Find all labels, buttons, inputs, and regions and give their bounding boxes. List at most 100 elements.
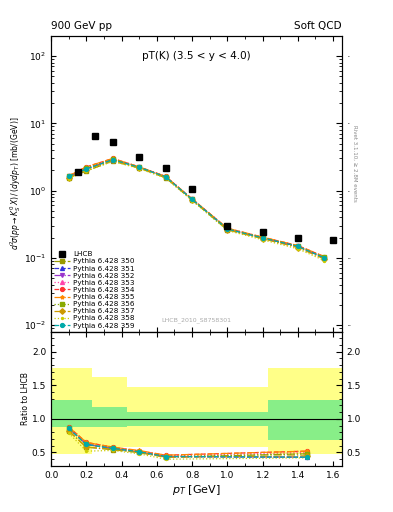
Pythia 6.428 355	[190, 196, 195, 202]
Pythia 6.428 358	[84, 168, 89, 174]
Pythia 6.428 355	[66, 173, 71, 179]
Pythia 6.428 356	[84, 165, 89, 171]
Pythia 6.428 357	[84, 166, 89, 173]
Pythia 6.428 354	[137, 164, 141, 170]
Line: Pythia 6.428 351: Pythia 6.428 351	[67, 158, 326, 260]
Pythia 6.428 355	[163, 174, 168, 180]
Pythia 6.428 353	[163, 174, 168, 180]
Pythia 6.428 355	[225, 225, 230, 231]
Pythia 6.428 357	[66, 175, 71, 181]
Pythia 6.428 355	[296, 243, 300, 249]
Pythia 6.428 359	[296, 243, 300, 249]
Pythia 6.428 358	[110, 158, 115, 164]
Pythia 6.428 352	[296, 243, 300, 249]
Pythia 6.428 356	[322, 254, 327, 261]
Pythia 6.428 359	[163, 174, 168, 180]
Pythia 6.428 353	[322, 254, 327, 260]
Text: 900 GeV pp: 900 GeV pp	[51, 22, 112, 31]
Pythia 6.428 359	[322, 254, 327, 261]
Pythia 6.428 352	[137, 164, 141, 170]
Pythia 6.428 356	[260, 234, 265, 241]
Pythia 6.428 358	[260, 237, 265, 243]
Pythia 6.428 358	[163, 175, 168, 181]
Pythia 6.428 350	[110, 158, 115, 164]
Pythia 6.428 355	[322, 253, 327, 260]
Pythia 6.428 352	[66, 174, 71, 180]
Pythia 6.428 354	[66, 173, 71, 179]
Pythia 6.428 359	[190, 196, 195, 202]
Pythia 6.428 353	[190, 196, 195, 202]
Pythia 6.428 357	[137, 165, 141, 171]
Pythia 6.428 356	[110, 156, 115, 162]
Pythia 6.428 352	[322, 254, 327, 261]
Pythia 6.428 359	[137, 164, 141, 170]
Pythia 6.428 353	[137, 164, 141, 170]
Text: pT(K) (3.5 < y < 4.0): pT(K) (3.5 < y < 4.0)	[142, 51, 251, 60]
Pythia 6.428 357	[163, 174, 168, 180]
Pythia 6.428 351	[296, 243, 300, 249]
Pythia 6.428 352	[110, 157, 115, 163]
Pythia 6.428 354	[322, 253, 327, 260]
Text: Rivet 3.1.10, ≥ 2.8M events: Rivet 3.1.10, ≥ 2.8M events	[352, 125, 357, 202]
Pythia 6.428 356	[225, 226, 230, 232]
Pythia 6.428 350	[137, 165, 141, 171]
Pythia 6.428 351	[225, 226, 230, 232]
Y-axis label: $d^2\!\sigma(pp{\rightarrow}K^0_S\,X)\,/\,(dydp_T)$ [mb/(GeV)]: $d^2\!\sigma(pp{\rightarrow}K^0_S\,X)\,/…	[7, 117, 22, 250]
Pythia 6.428 352	[163, 174, 168, 180]
Pythia 6.428 351	[137, 164, 141, 170]
Pythia 6.428 352	[84, 166, 89, 172]
Pythia 6.428 351	[84, 166, 89, 172]
Text: LHCB_2010_S8758301: LHCB_2010_S8758301	[162, 317, 231, 323]
Pythia 6.428 353	[84, 164, 89, 170]
Line: Pythia 6.428 353: Pythia 6.428 353	[67, 157, 326, 259]
Pythia 6.428 353	[225, 225, 230, 231]
Pythia 6.428 351	[66, 174, 71, 180]
Pythia 6.428 355	[137, 164, 141, 170]
Pythia 6.428 354	[225, 225, 230, 231]
Line: Pythia 6.428 354: Pythia 6.428 354	[67, 157, 326, 259]
Pythia 6.428 354	[260, 234, 265, 240]
Pythia 6.428 355	[110, 156, 115, 162]
Pythia 6.428 350	[66, 175, 71, 181]
Pythia 6.428 353	[260, 234, 265, 241]
X-axis label: $p_T$ [GeV]: $p_T$ [GeV]	[172, 482, 221, 497]
Pythia 6.428 353	[66, 173, 71, 179]
Pythia 6.428 357	[110, 157, 115, 163]
Pythia 6.428 354	[163, 174, 168, 180]
Pythia 6.428 350	[163, 175, 168, 181]
Pythia 6.428 353	[110, 156, 115, 162]
Pythia 6.428 356	[190, 196, 195, 202]
Y-axis label: Ratio to LHCB: Ratio to LHCB	[22, 372, 31, 425]
Line: Pythia 6.428 358: Pythia 6.428 358	[67, 159, 326, 263]
Pythia 6.428 359	[225, 226, 230, 232]
Text: Soft QCD: Soft QCD	[294, 22, 342, 31]
Pythia 6.428 350	[296, 244, 300, 250]
Pythia 6.428 358	[66, 176, 71, 182]
Pythia 6.428 351	[260, 235, 265, 241]
Pythia 6.428 352	[225, 226, 230, 232]
Pythia 6.428 355	[84, 164, 89, 170]
Pythia 6.428 359	[66, 174, 71, 180]
Pythia 6.428 356	[66, 174, 71, 180]
Pythia 6.428 359	[260, 235, 265, 241]
Line: Pythia 6.428 352: Pythia 6.428 352	[67, 158, 326, 260]
Pythia 6.428 350	[84, 168, 89, 174]
Pythia 6.428 358	[225, 227, 230, 233]
Pythia 6.428 356	[137, 164, 141, 170]
Pythia 6.428 357	[225, 227, 230, 233]
Pythia 6.428 359	[84, 166, 89, 172]
Pythia 6.428 350	[260, 235, 265, 241]
Pythia 6.428 358	[137, 165, 141, 172]
Pythia 6.428 357	[296, 244, 300, 250]
Pythia 6.428 350	[322, 255, 327, 262]
Pythia 6.428 351	[163, 174, 168, 180]
Line: Pythia 6.428 355: Pythia 6.428 355	[67, 157, 326, 259]
Pythia 6.428 354	[110, 156, 115, 162]
Pythia 6.428 358	[296, 246, 300, 252]
Pythia 6.428 357	[260, 236, 265, 242]
Pythia 6.428 357	[322, 256, 327, 262]
Pythia 6.428 354	[190, 196, 195, 202]
Pythia 6.428 354	[84, 164, 89, 170]
Legend: LHCB, Pythia 6.428 350, Pythia 6.428 351, Pythia 6.428 352, Pythia 6.428 353, Py: LHCB, Pythia 6.428 350, Pythia 6.428 351…	[53, 250, 136, 330]
Pythia 6.428 357	[190, 197, 195, 203]
